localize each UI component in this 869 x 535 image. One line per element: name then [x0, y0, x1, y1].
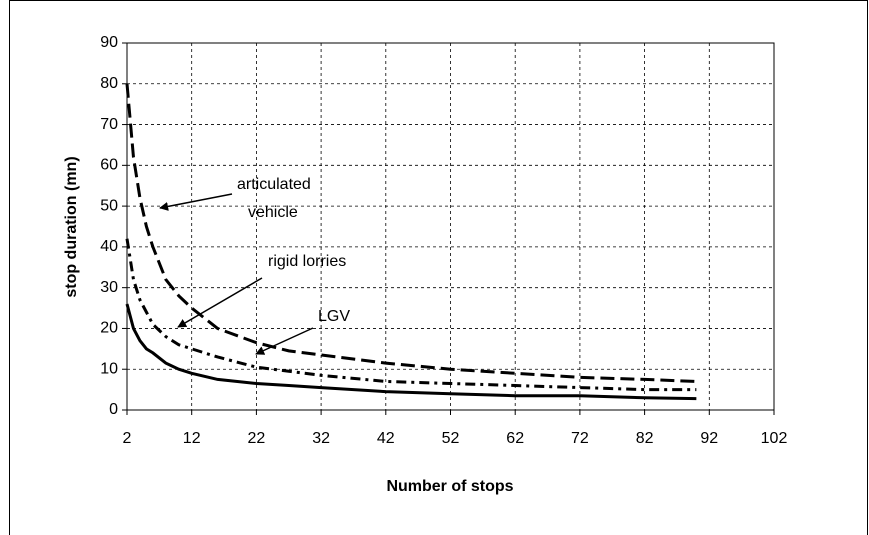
x-tick-label: 52 [442, 430, 460, 447]
y-tick-label: 80 [100, 75, 118, 92]
x-tick-label: 102 [761, 430, 788, 447]
y-tick-label: 40 [100, 238, 118, 255]
frame [9, 0, 868, 535]
line-series [125, 303, 697, 401]
annotations: articulated vehicle rigid lorries LGV [159, 176, 350, 355]
annotation: articulated [237, 176, 311, 193]
y-tick-label: 20 [100, 320, 118, 337]
x-tick-label: 12 [183, 430, 201, 447]
y-tick-label: 0 [109, 401, 118, 418]
arrow [159, 193, 233, 211]
y-tick-label: 70 [100, 116, 118, 133]
arrow [177, 277, 263, 328]
line-series [125, 238, 697, 392]
arrow [255, 327, 314, 355]
x-tick-label: 32 [312, 430, 330, 447]
y-tick-label: 30 [100, 279, 118, 296]
y-tick-label: 10 [100, 360, 118, 377]
x-tick-label: 62 [506, 430, 524, 447]
x-tick-label: 42 [377, 430, 395, 447]
line-series [125, 83, 697, 383]
x-tick-label: 82 [636, 430, 654, 447]
plot-border [126, 42, 775, 411]
annotation: rigid lorries [268, 253, 346, 270]
x-tick-label: 22 [248, 430, 266, 447]
x-axis-label: Number of stops [386, 478, 513, 495]
y-axis-label: stop duration (mn) [63, 156, 80, 297]
x-tick-label: 2 [123, 430, 132, 447]
x-tick-label: 72 [571, 430, 589, 447]
annotation: vehicle [248, 204, 298, 221]
y-tick-label: 60 [100, 157, 118, 174]
annotation: LGV [318, 308, 350, 325]
y-tick-label: 50 [100, 197, 118, 214]
y-tick-label: 90 [100, 34, 118, 51]
x-tick-label: 92 [700, 430, 718, 447]
